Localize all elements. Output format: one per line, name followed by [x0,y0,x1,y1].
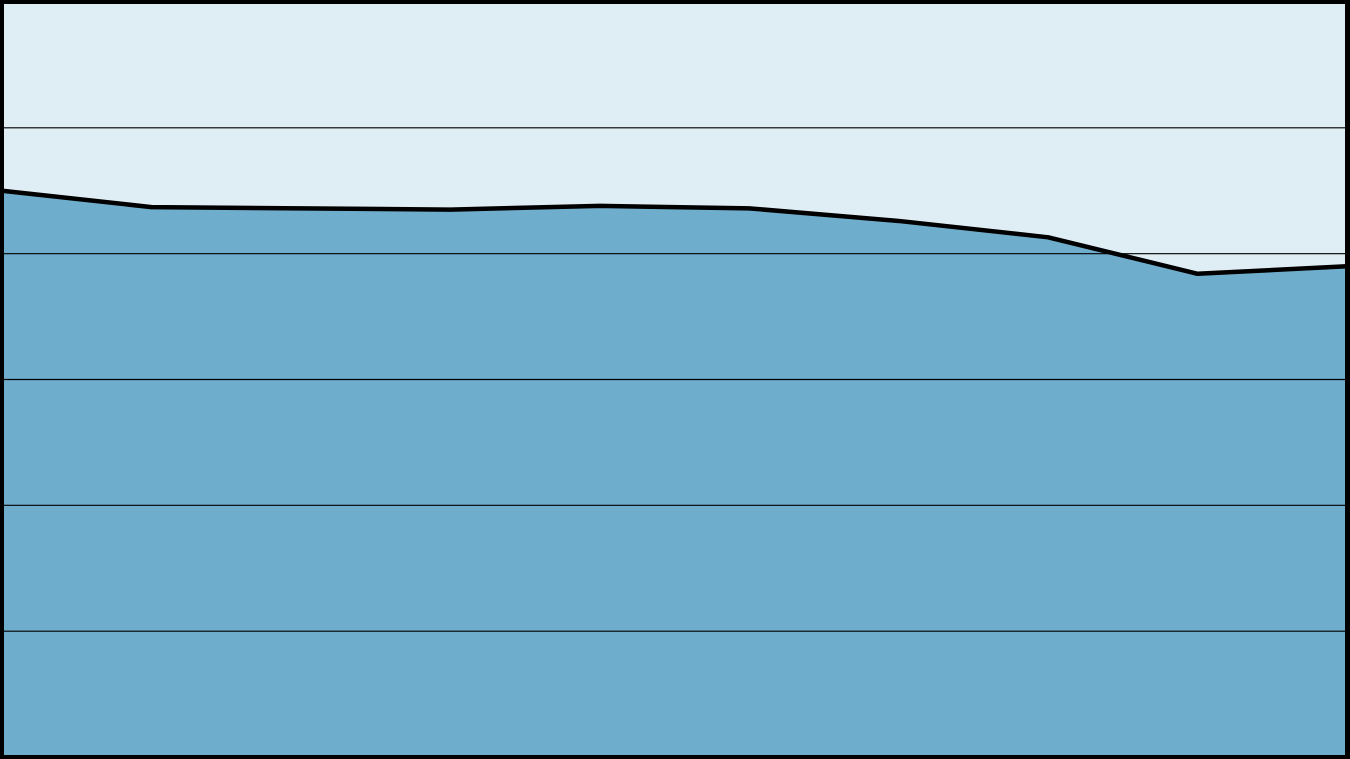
gridlines-over-area [2,127,1347,632]
data-point-8 [1195,271,1200,276]
area-series-line [1,188,1348,277]
data-point-7 [1046,235,1051,240]
data-point-5 [747,206,752,211]
area-series-fill [2,190,1347,757]
data-point-6 [896,218,901,223]
data-point-2 [298,206,303,211]
data-point-3 [448,207,453,212]
data-point-1 [149,205,154,210]
data-point-4 [597,203,602,208]
